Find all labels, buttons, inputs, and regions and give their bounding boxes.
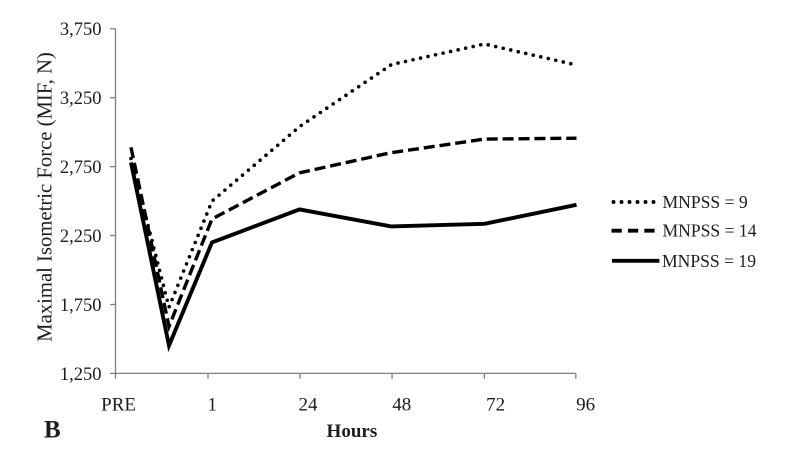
- svg-text:24: 24: [299, 395, 319, 416]
- svg-text:2,750: 2,750: [60, 158, 102, 178]
- svg-text:MNPSS = 14: MNPSS = 14: [663, 221, 757, 241]
- svg-text:MNPSS = 9: MNPSS = 9: [663, 192, 748, 212]
- svg-text:B: B: [44, 417, 61, 444]
- svg-text:96: 96: [576, 395, 595, 416]
- svg-text:PRE: PRE: [101, 395, 136, 416]
- svg-text:MNPSS = 19: MNPSS = 19: [662, 251, 756, 271]
- svg-text:3,250: 3,250: [60, 89, 102, 109]
- svg-text:48: 48: [392, 395, 411, 416]
- svg-text:Maximal Isometric Force (MIF,: Maximal Isometric Force (MIF, N): [35, 52, 57, 342]
- svg-text:1,250: 1,250: [60, 365, 102, 385]
- svg-text:72: 72: [486, 395, 505, 416]
- svg-text:1: 1: [207, 395, 217, 416]
- svg-text:3,750: 3,750: [60, 20, 102, 40]
- svg-text:2,250: 2,250: [60, 227, 102, 247]
- svg-text:Hours: Hours: [327, 421, 378, 442]
- svg-text:1,750: 1,750: [60, 296, 102, 316]
